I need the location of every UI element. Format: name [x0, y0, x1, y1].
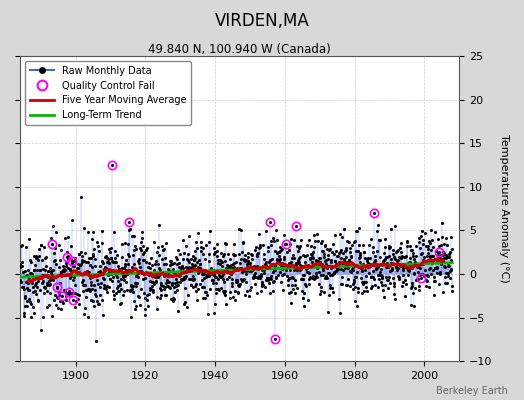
- Y-axis label: Temperature Anomaly (°C): Temperature Anomaly (°C): [499, 134, 509, 283]
- Text: Berkeley Earth: Berkeley Earth: [436, 386, 508, 396]
- Legend: Raw Monthly Data, Quality Control Fail, Five Year Moving Average, Long-Term Tren: Raw Monthly Data, Quality Control Fail, …: [25, 61, 191, 125]
- Text: VIRDEN,MA: VIRDEN,MA: [215, 12, 309, 30]
- Title: 49.840 N, 100.940 W (Canada): 49.840 N, 100.940 W (Canada): [148, 43, 331, 56]
